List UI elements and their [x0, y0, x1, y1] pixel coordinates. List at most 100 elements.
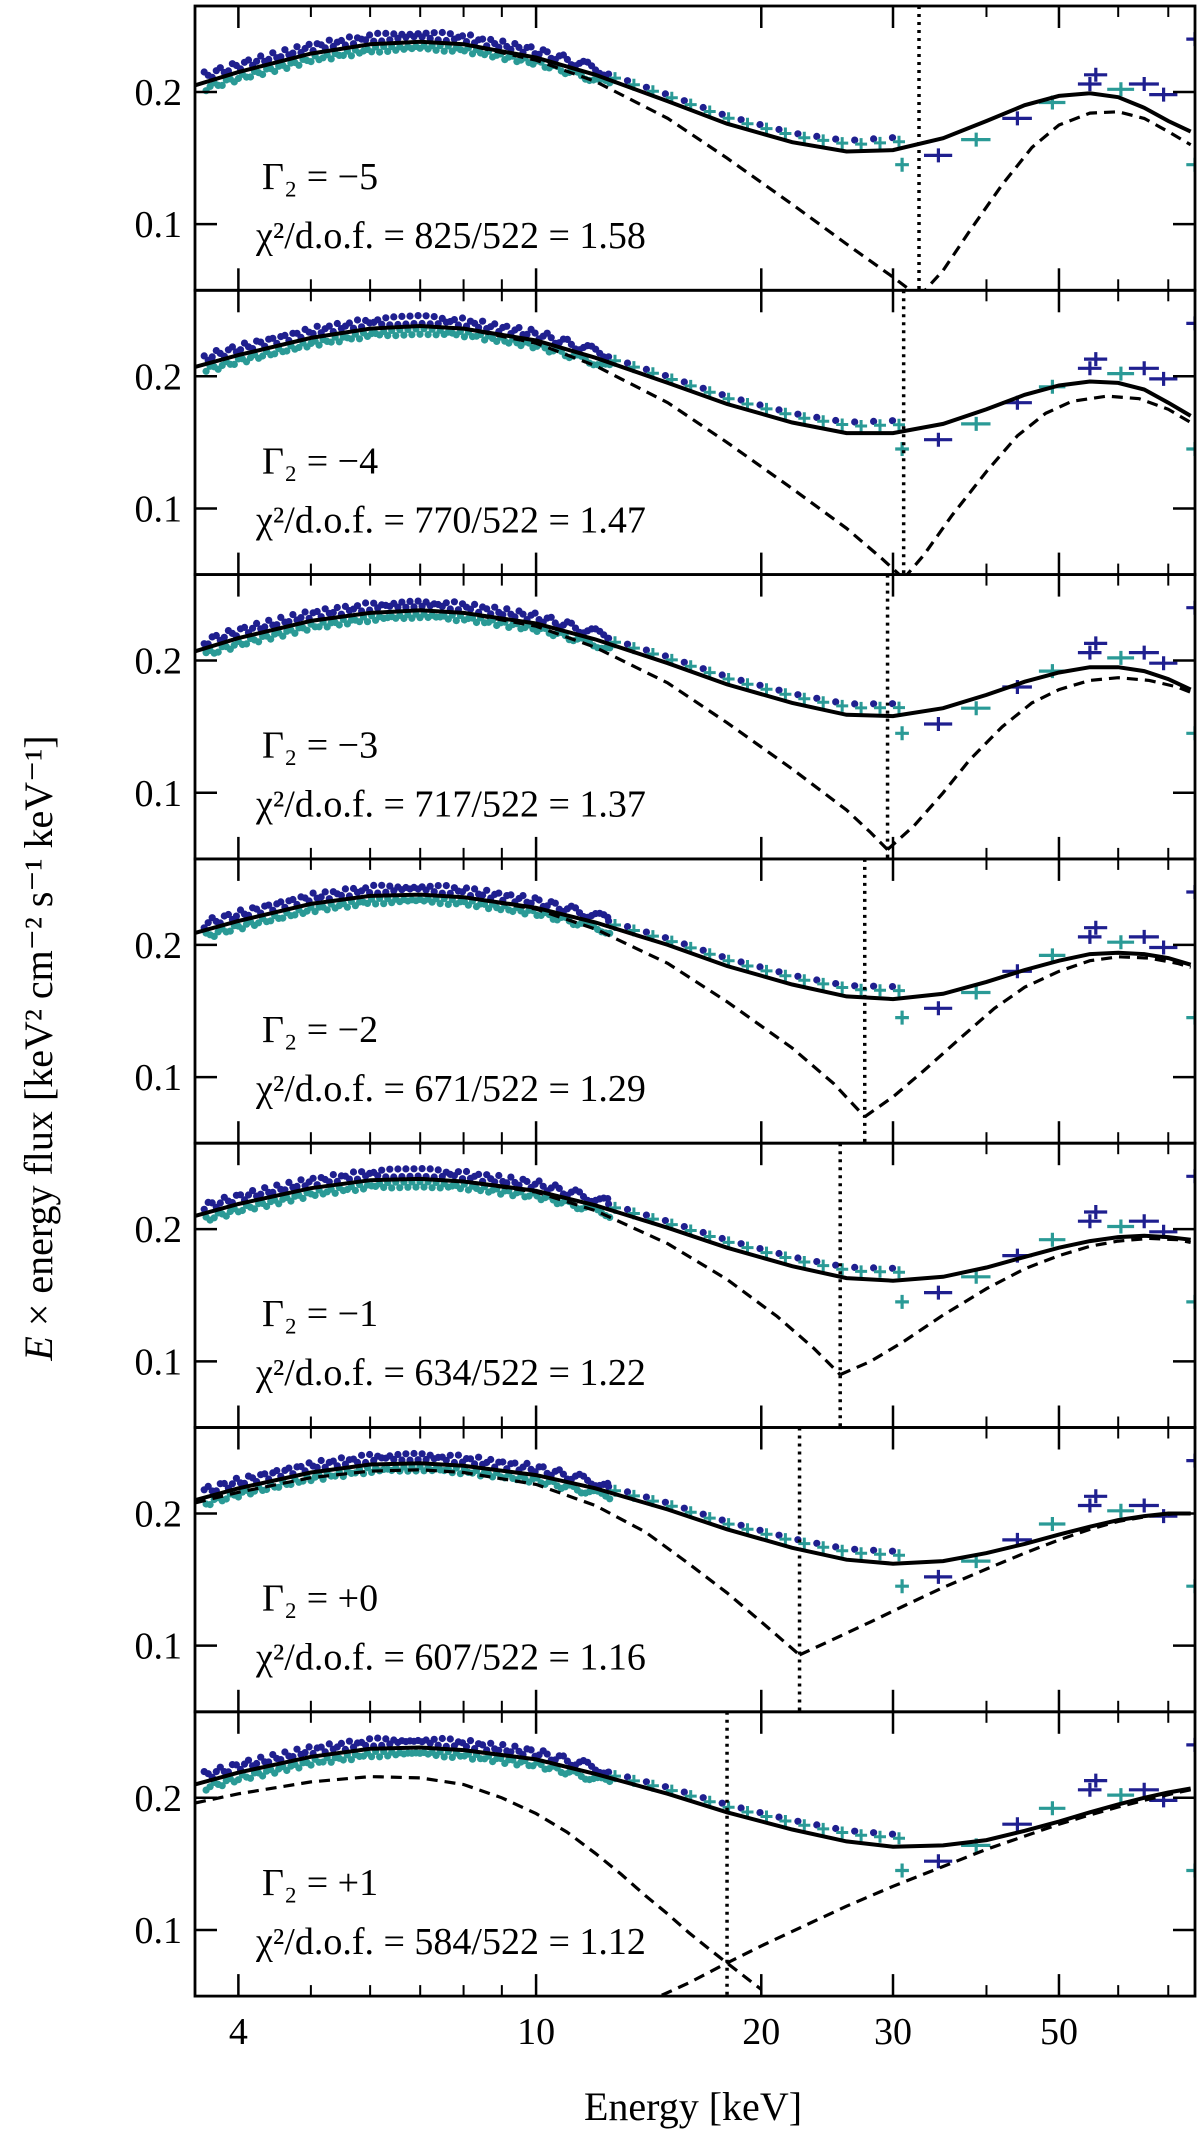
xmm-data-point [285, 1464, 293, 1472]
nustar-data-point [874, 419, 886, 432]
xmm-data-point [756, 121, 764, 129]
xmm-data-point [212, 631, 220, 640]
nustar-data-point [363, 618, 372, 626]
high-energy-data-point [1038, 1801, 1066, 1816]
hard-component-curve [839, 1236, 1192, 1377]
nustar-data-point [347, 52, 355, 60]
high-energy-data-point [1186, 600, 1195, 615]
panels-group: 0.10.2Γ₂ = −5χ²/d.o.f. = 825/522 = 1.580… [135, 4, 1197, 1998]
xmm-data-point [832, 1543, 840, 1551]
xmm-data-point [454, 1451, 462, 1459]
nustar-data-point [606, 1495, 614, 1503]
xmm-data-point [605, 1200, 613, 1208]
xmm-data-point [475, 1453, 483, 1461]
x-axis-label: Energy [keV] [584, 2084, 802, 2129]
panel-5: 0.1 0.2 Γ₂ = −1 χ²/d.o.f. = 634/522 = 1.22 [135, 1141, 1197, 1429]
xmm-data-point [479, 1741, 487, 1749]
xmm-data-point [442, 882, 450, 890]
nustar-data-point [468, 1755, 477, 1763]
xmm-data-point [265, 901, 273, 909]
xmm-data-point [353, 316, 362, 324]
xmm-data-point [394, 1165, 402, 1173]
xmm-data-point [281, 331, 289, 339]
high-energy-data-point [1107, 1788, 1135, 1803]
xmm-data-point [362, 1741, 370, 1749]
nustar-data-point [259, 70, 267, 79]
y-tick-label: 0.2 [135, 641, 183, 683]
xmm-data-point [366, 1735, 374, 1743]
xmm-data-point [366, 31, 374, 39]
high-energy-data-point [1128, 929, 1159, 944]
xmm-data-point [680, 378, 688, 386]
xmm-data-point [458, 314, 467, 322]
xmm-data-point [813, 976, 821, 984]
xmm-data-point [794, 972, 802, 980]
high-energy-data-point [1077, 1498, 1102, 1513]
xmm-data-point [236, 1191, 245, 1199]
xmm-data-point [870, 982, 878, 990]
high-energy-data-point [924, 432, 953, 447]
xmm-data-point [680, 940, 688, 948]
nustar-data-point [347, 335, 355, 343]
nustar-data-point [444, 900, 452, 909]
nustar-data-point [255, 638, 263, 646]
nustar-data-point [779, 407, 792, 420]
xmm-data-point [244, 1756, 253, 1764]
xmm-data-point [661, 934, 670, 942]
xmm-data-point [362, 36, 370, 44]
nustar-data-point [440, 1753, 448, 1761]
nustar-data-point [295, 61, 303, 69]
nustar-data-point [380, 1183, 388, 1192]
nustar-data-point [855, 1829, 868, 1842]
xmm-data-point [232, 912, 240, 920]
nustar-data-point [836, 699, 849, 712]
nustar-data-point [855, 701, 868, 714]
xmm-data-point [737, 1240, 745, 1248]
xmm-data-point [851, 700, 859, 708]
y-axis-label-text: × energy flux [16, 1101, 61, 1336]
high-energy-data-point [1149, 87, 1178, 102]
nustar-data-point [335, 621, 343, 629]
xmm-data-point [208, 353, 216, 361]
xmm-data-point [794, 410, 802, 418]
xmm-data-point [680, 1504, 688, 1512]
xmm-data-point [454, 1168, 462, 1176]
xmm-data-point [813, 1821, 821, 1829]
xmm-data-point [523, 1459, 531, 1467]
nustar-data-point [368, 1753, 376, 1761]
gamma-label: Γ₂ = −5 [262, 156, 378, 198]
nustar-data-point [420, 1183, 428, 1191]
xmm-data-point [285, 1178, 293, 1186]
y-tick-label: 0.1 [135, 1910, 183, 1952]
xmm-data-point [756, 1526, 764, 1534]
nustar-data-point [779, 1815, 792, 1827]
xmm-data-point [236, 346, 245, 354]
xmm-data-point [386, 882, 394, 890]
nustar-data-point [817, 1541, 830, 1554]
xmm-data-point [277, 613, 285, 622]
nustar-data-point [798, 692, 811, 705]
xmm-data-point [309, 1174, 317, 1182]
high-energy-data-point [1128, 1498, 1159, 1513]
xmm-data-point [870, 135, 878, 143]
nustar-data-point [893, 984, 905, 997]
xmm-data-point [775, 1249, 783, 1258]
xmm-data-point [273, 1467, 281, 1475]
xmm-data-point [661, 1217, 670, 1225]
xmm-data-point [430, 1735, 438, 1743]
xmm-data-point [756, 1809, 764, 1817]
high-energy-data-point [1077, 1782, 1102, 1797]
high-energy-data-point [895, 1294, 909, 1309]
xmm-data-point [325, 322, 333, 330]
xmm-data-point [515, 324, 523, 332]
y-tick-label: 0.2 [135, 72, 183, 114]
xmm-data-point [390, 1455, 398, 1464]
xmm-data-point [813, 1258, 821, 1266]
xmm-data-point [567, 340, 576, 348]
y-tick-label: 0.2 [135, 356, 183, 398]
xmm-data-point [402, 1165, 410, 1173]
xmm-data-point [870, 417, 878, 425]
nustar-data-point [226, 927, 234, 935]
y-axis-label-symbol: E [16, 1336, 61, 1361]
xmm-data-point [301, 608, 309, 616]
